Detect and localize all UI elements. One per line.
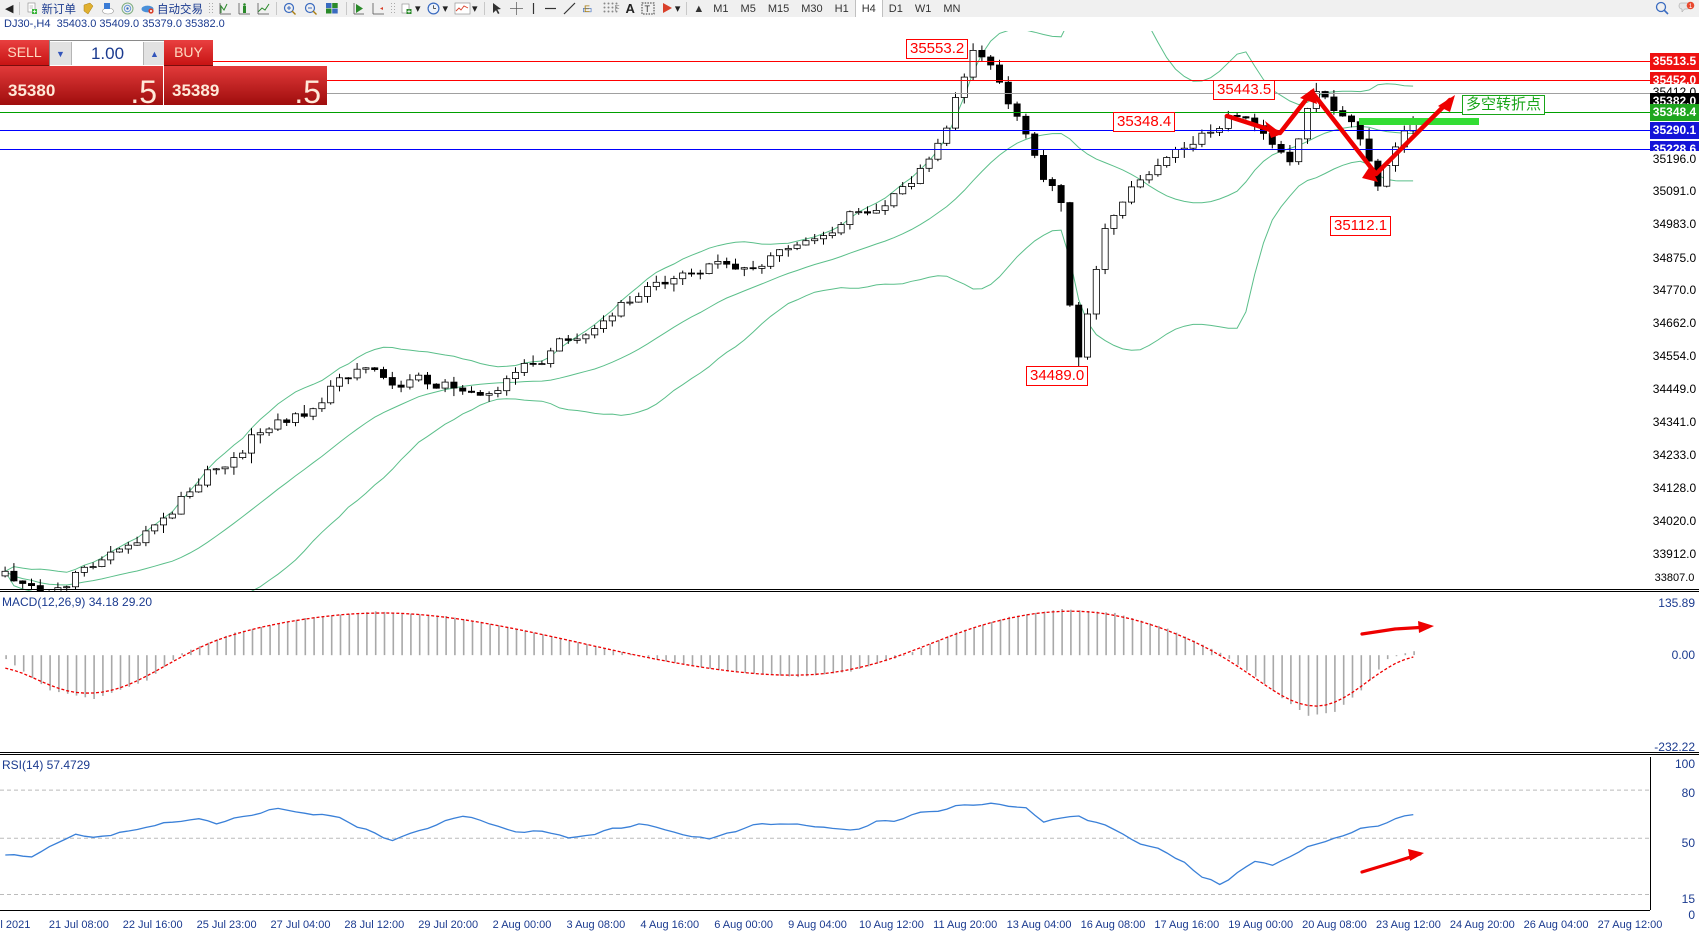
svg-text:E: E (584, 4, 590, 14)
svg-text:T: T (644, 4, 650, 14)
